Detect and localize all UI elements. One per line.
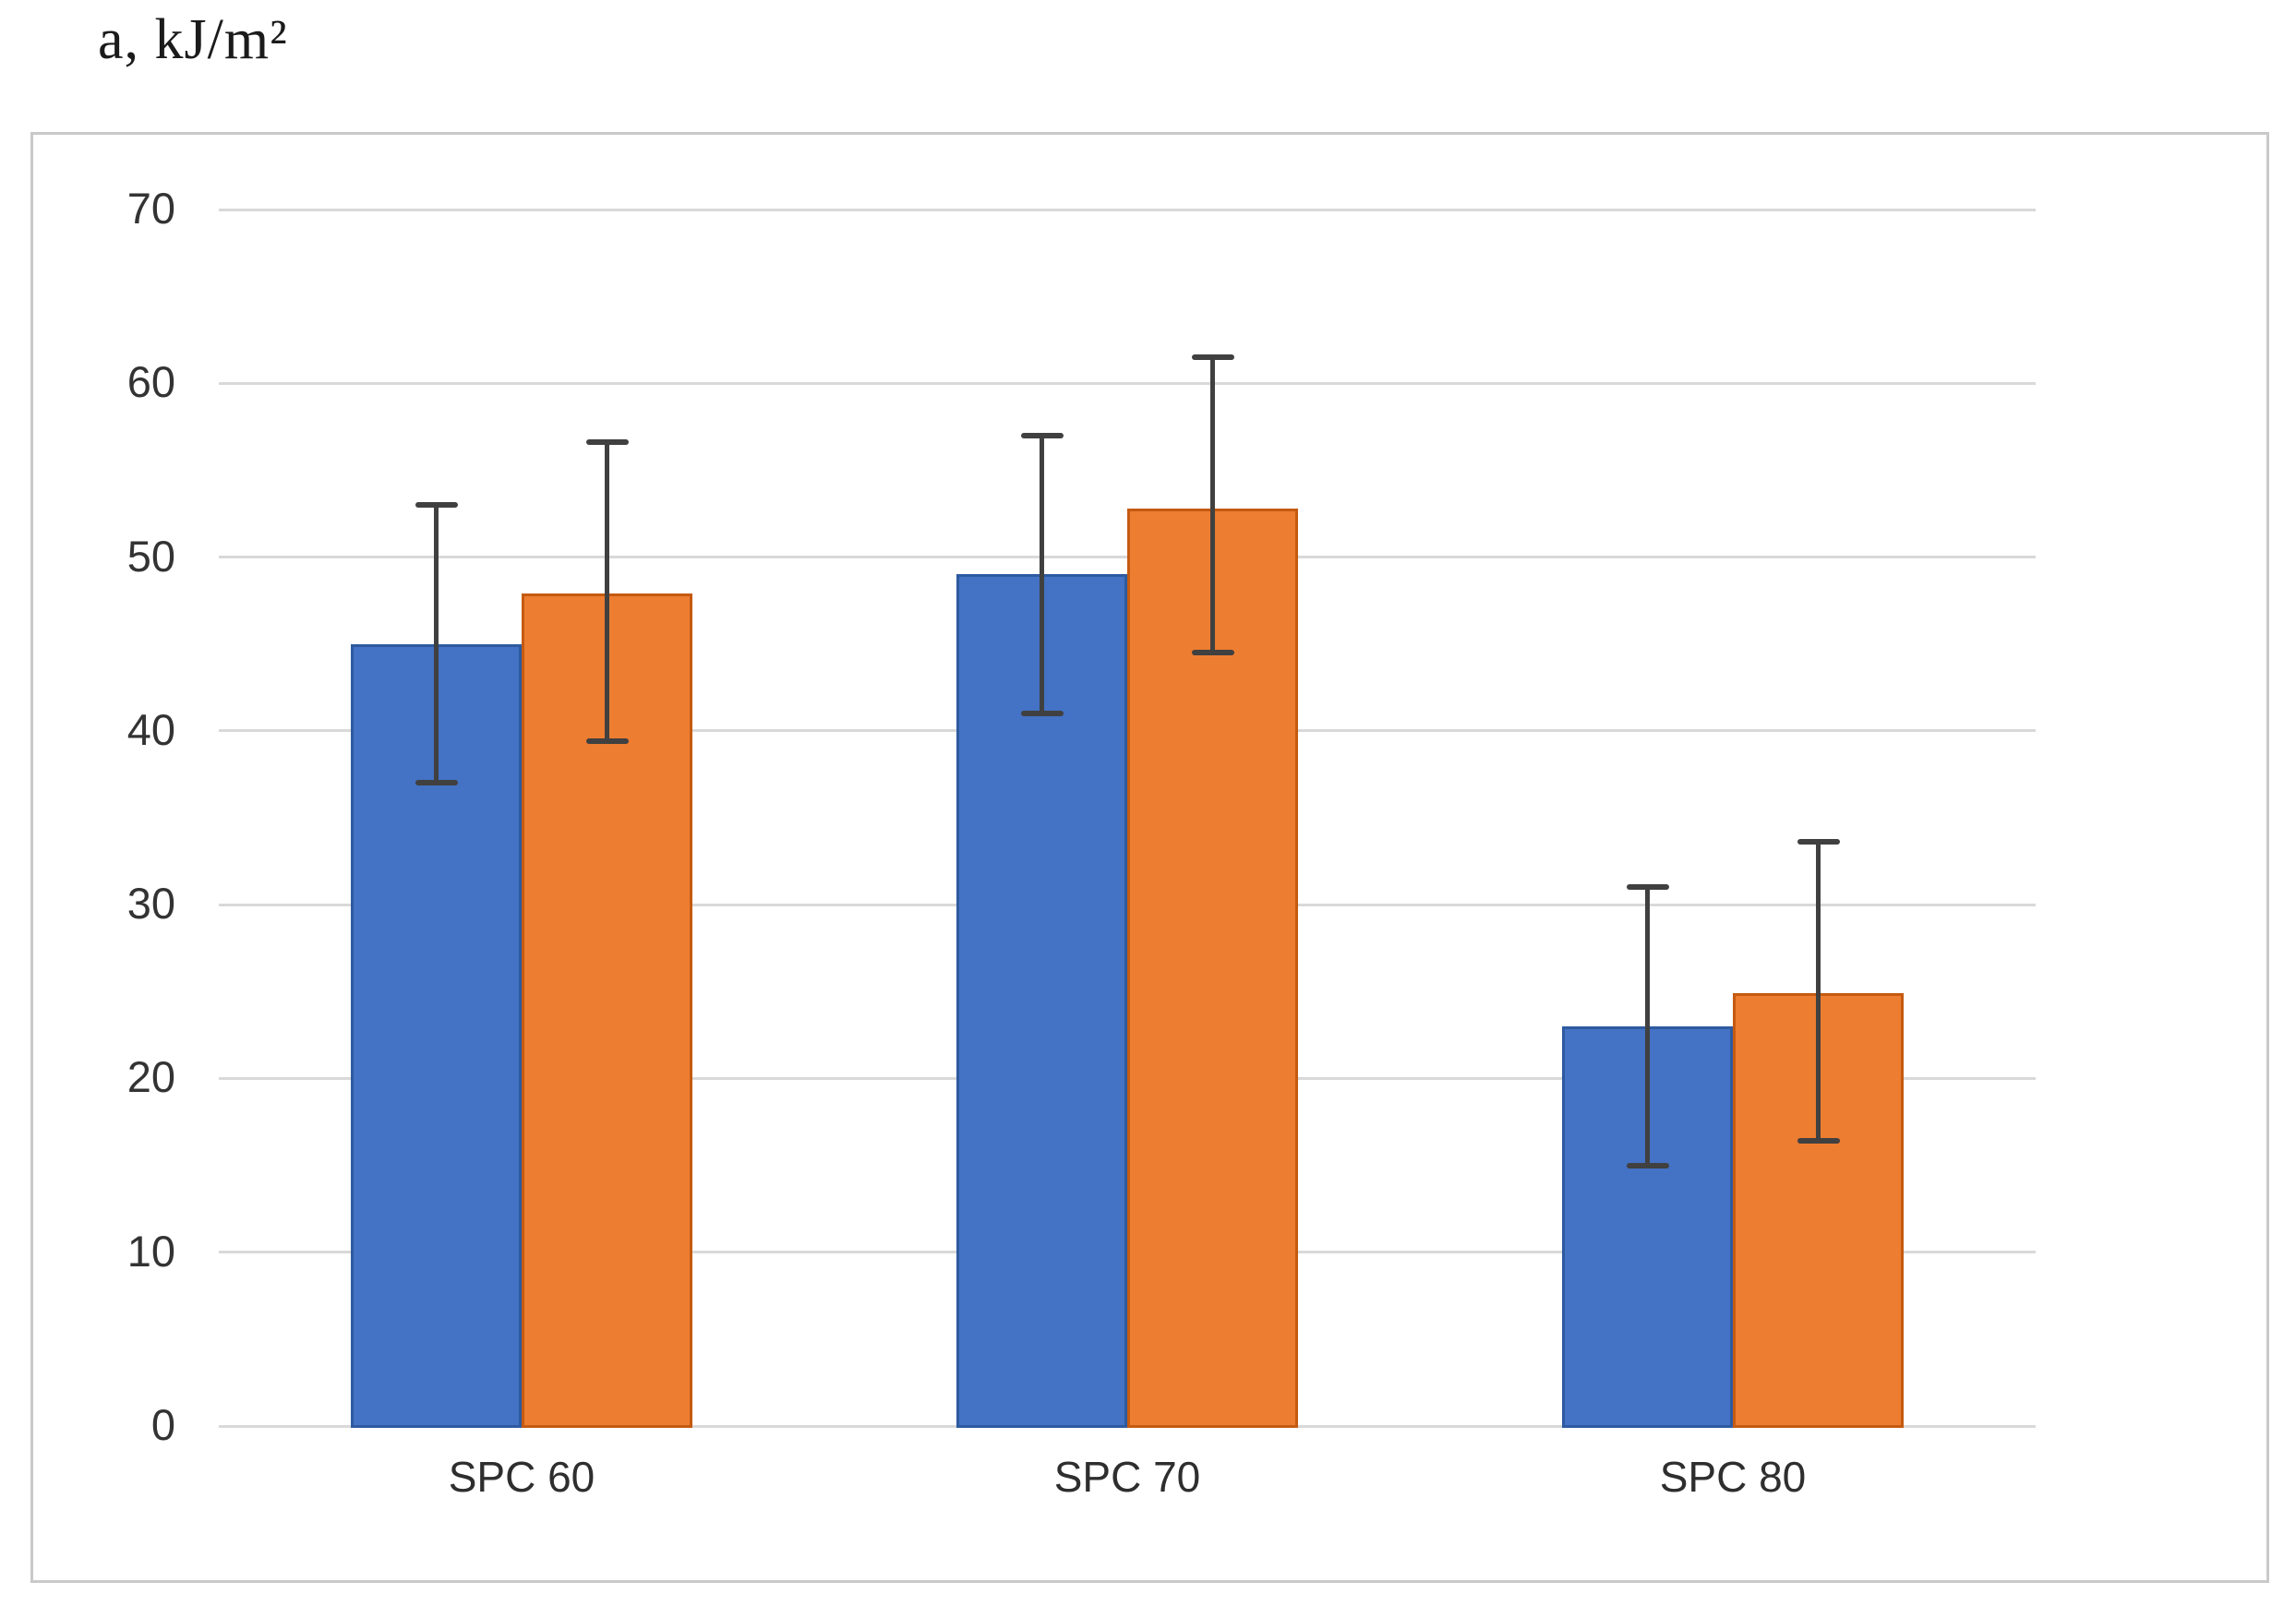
error-bar-spc-80-blue-cap-bottom <box>1626 1162 1669 1169</box>
error-bar-spc-60-orange-cap-top <box>585 439 629 446</box>
bar-spc-70-blue <box>956 574 1127 1428</box>
error-bar-spc-70-orange-line <box>1210 357 1215 653</box>
y-tick-label-40: 40 <box>126 704 175 754</box>
x-axis-label-spc-70: SPC 70 <box>1053 1453 1201 1501</box>
y-tick-label-60: 60 <box>126 357 175 407</box>
error-bar-spc-70-blue-cap-bottom <box>1020 711 1064 717</box>
error-bar-spc-80-orange-cap-top <box>1797 839 1840 845</box>
x-axis-label-spc-80: SPC 80 <box>1659 1453 1807 1501</box>
y-tick-label-50: 50 <box>126 531 175 581</box>
y-tick-label-20: 20 <box>126 1052 175 1102</box>
error-bar-spc-70-orange-cap-top <box>1191 354 1234 361</box>
error-bar-spc-70-blue-line <box>1040 435 1044 714</box>
y-tick-label-30: 30 <box>126 879 175 929</box>
error-bar-spc-60-blue-cap-bottom <box>415 780 458 786</box>
gridline-70 <box>219 208 2036 211</box>
error-bar-spc-60-orange-cap-bottom <box>585 738 629 745</box>
error-bar-spc-70-blue-cap-top <box>1020 432 1064 438</box>
error-bar-spc-80-orange-line <box>1816 842 1821 1142</box>
y-tick-label-0: 0 <box>150 1400 175 1449</box>
y-tick-label-10: 10 <box>126 1226 175 1276</box>
error-bar-spc-60-orange-line <box>605 442 609 742</box>
error-bar-spc-80-blue-line <box>1645 887 1650 1166</box>
y-tick-label-70: 70 <box>126 184 175 233</box>
chart-title: a, kJ/m² <box>98 8 288 71</box>
error-bar-spc-80-orange-cap-bottom <box>1797 1138 1840 1145</box>
bar-spc-70-orange <box>1127 508 1298 1428</box>
error-bar-spc-80-blue-cap-top <box>1626 884 1669 891</box>
error-bar-spc-70-orange-cap-bottom <box>1191 650 1234 656</box>
x-axis-label-spc-60: SPC 60 <box>448 1453 595 1501</box>
error-bar-spc-60-blue-line <box>434 505 439 784</box>
gridline-60 <box>219 381 2036 385</box>
error-bar-spc-60-blue-cap-top <box>415 502 458 509</box>
